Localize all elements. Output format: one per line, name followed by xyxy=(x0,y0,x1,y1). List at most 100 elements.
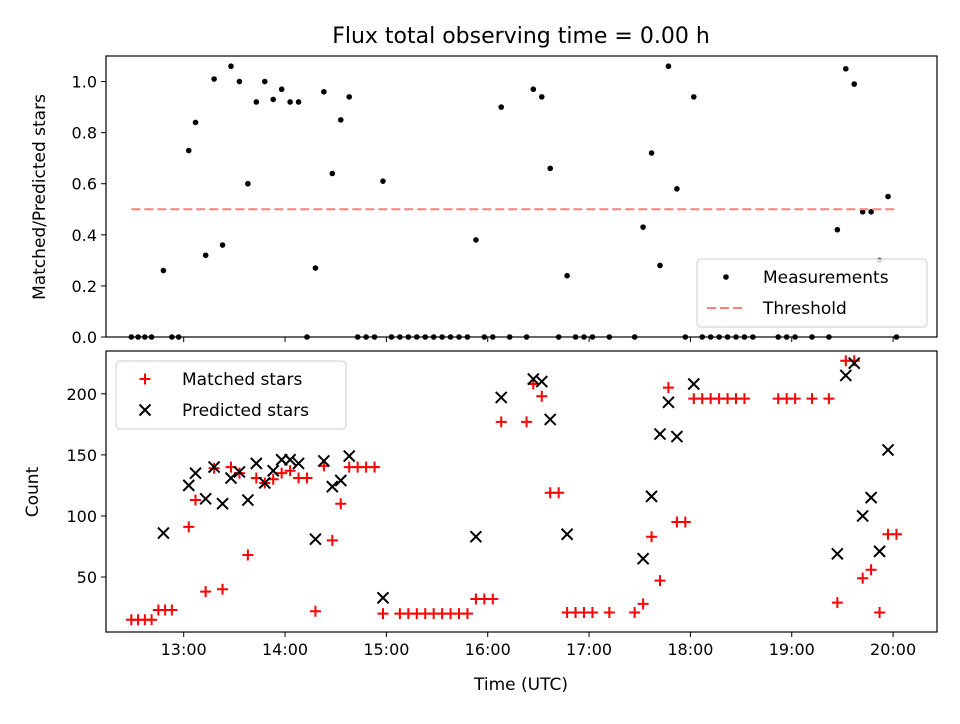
matched-point xyxy=(495,416,507,428)
measurement-point xyxy=(530,86,537,93)
predicted-point xyxy=(233,465,246,479)
matched-point xyxy=(789,393,801,405)
measurement-point xyxy=(346,94,353,100)
measurement-point xyxy=(202,252,209,259)
predicted-point xyxy=(182,479,195,492)
matched-point xyxy=(276,467,288,479)
predicted-point xyxy=(544,413,557,426)
measurement-point xyxy=(564,272,570,279)
measurement-point xyxy=(885,193,891,200)
predicted-point xyxy=(317,454,331,468)
bottom-ylabel: Count xyxy=(23,466,43,517)
measurement-point xyxy=(270,96,277,103)
top-legend-label: Measurements xyxy=(763,268,889,288)
predicted-point xyxy=(848,357,861,370)
measurement-point xyxy=(665,63,672,70)
top-y-tick-label: 0.6 xyxy=(72,175,97,194)
measurement-point xyxy=(228,63,234,70)
figure-title: Flux total observing time = 0.00 h xyxy=(332,24,710,49)
predicted-point xyxy=(881,443,895,457)
matched-point xyxy=(190,494,202,506)
predicted-point xyxy=(189,466,202,480)
top-legend-label: Threshold xyxy=(762,299,847,319)
measurement-point xyxy=(851,81,858,87)
predicted-point xyxy=(258,476,271,490)
top-legend-box xyxy=(696,258,928,328)
predicted-point xyxy=(469,530,483,543)
matched-point xyxy=(603,606,615,618)
matched-point xyxy=(857,572,869,584)
measurement-point xyxy=(640,224,646,230)
measurement-point xyxy=(261,78,268,85)
predicted-point xyxy=(864,491,878,504)
predicted-point xyxy=(839,369,853,382)
measurement-point xyxy=(253,99,260,105)
bottom-legend-label: Predicted stars xyxy=(182,401,309,421)
matched-point xyxy=(637,598,649,610)
predicted-point xyxy=(309,532,322,546)
bottom-x-tick-label: 17:00 xyxy=(566,640,612,659)
measurement-point xyxy=(859,209,866,215)
bottom-y-tick-label: 50 xyxy=(77,568,97,587)
predicted-point xyxy=(250,457,263,470)
matched-point xyxy=(217,583,229,595)
matched-point xyxy=(335,498,347,510)
predicted-point xyxy=(326,480,339,493)
measurement-point xyxy=(329,170,336,177)
predicted-point xyxy=(560,528,574,541)
matched-point xyxy=(831,597,843,609)
measurement-point xyxy=(842,65,849,72)
matched-point xyxy=(890,528,902,540)
bottom-y-tick-label: 150 xyxy=(66,446,97,465)
measurement-point xyxy=(690,94,697,100)
matched-point xyxy=(646,531,658,543)
matched-point xyxy=(662,382,674,394)
bottom-x-tick-label: 19:00 xyxy=(769,640,815,659)
top-ylabel: Matched/Predicted stars xyxy=(30,94,50,300)
bottom-legend: Matched stars Predicted stars xyxy=(115,360,347,430)
measurement-point xyxy=(160,267,167,274)
matched-point xyxy=(377,608,389,620)
top-y-tick-label: 0.8 xyxy=(72,124,97,143)
matched-point xyxy=(487,593,499,605)
predicted-point xyxy=(207,460,221,474)
measurement-point xyxy=(547,165,554,172)
top-y-tick-label: 0.4 xyxy=(72,226,97,245)
measurement-point xyxy=(498,104,505,110)
predicted-point xyxy=(224,471,238,485)
predicted-point xyxy=(662,396,675,409)
matched-point xyxy=(309,605,321,617)
matched-point xyxy=(629,606,641,618)
predicted-point xyxy=(241,493,255,507)
predicted-point xyxy=(653,427,667,441)
legend-measurements-marker xyxy=(723,274,729,280)
matched-point xyxy=(865,564,877,576)
predicted-point xyxy=(343,449,356,463)
predicted-point xyxy=(636,552,650,565)
matched-point xyxy=(369,461,381,473)
measurement-point xyxy=(245,180,251,187)
predicted-point xyxy=(687,377,700,391)
bottom-x-tick-label: 16:00 xyxy=(465,640,511,659)
matched-point xyxy=(553,487,565,499)
matched-point xyxy=(806,393,818,405)
matched-point xyxy=(874,606,886,618)
bottom-xlabel: Time (UTC) xyxy=(473,675,568,695)
measurement-point xyxy=(211,76,217,82)
bottom-y-tick-label: 200 xyxy=(66,385,97,404)
measurement-point xyxy=(185,147,192,154)
measurement-point xyxy=(380,178,386,184)
bottom-x-tick-label: 15:00 xyxy=(363,640,409,659)
legend-matched-marker xyxy=(139,373,151,385)
bottom-legend-box xyxy=(115,360,347,430)
matched-point xyxy=(146,614,158,626)
bottom-legend-label: Matched stars xyxy=(182,370,302,390)
matched-point xyxy=(738,393,750,405)
matched-point xyxy=(679,516,691,528)
predicted-point xyxy=(283,453,297,466)
measurement-point xyxy=(287,99,293,105)
bottom-x-tick-label: 13:00 xyxy=(161,640,207,659)
measurement-point xyxy=(219,242,226,248)
measurement-point xyxy=(868,209,874,215)
